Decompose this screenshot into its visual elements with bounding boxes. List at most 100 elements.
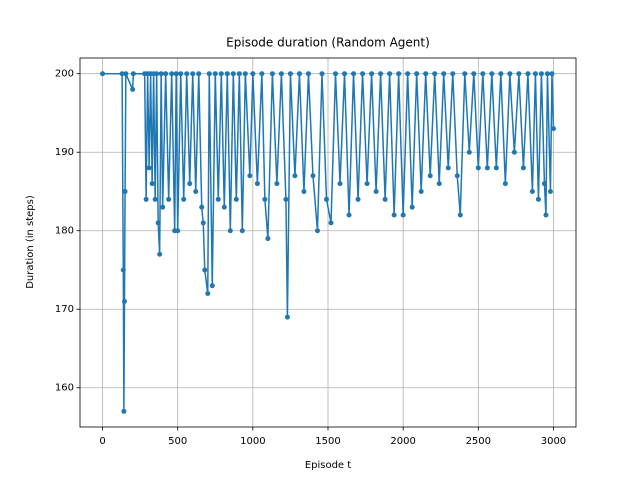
data-point [409,204,415,210]
data-point [283,196,289,202]
data-point [262,196,268,202]
data-point [480,71,486,77]
data-point [396,71,402,77]
data-point [337,181,343,187]
data-point [475,165,481,171]
data-point [212,71,218,77]
y-tick-label: 190 [55,147,74,158]
data-point [230,71,236,77]
data-point [418,188,424,194]
y-axis-label: Duration (in steps) [25,195,36,289]
data-point [544,71,550,77]
data-point [120,267,126,273]
data-point [143,196,149,202]
data-point [333,71,339,77]
data-point [184,71,190,77]
data-point [382,196,388,202]
data-point [149,181,155,187]
data-point [414,71,420,77]
data-point [532,71,538,77]
data-point [215,196,221,202]
data-point [236,71,242,77]
x-tick-label: 2000 [390,436,415,447]
x-tick-label: 0 [99,436,105,447]
data-point [175,228,181,234]
data-point [292,173,298,179]
y-tick-label: 180 [55,226,74,237]
x-tick-label: 3000 [541,436,566,447]
data-point [441,71,447,77]
data-point [202,267,208,273]
data-point [502,181,508,187]
data-point [146,165,152,171]
data-point [387,71,393,77]
data-point [239,228,245,234]
data-point [541,181,547,187]
data-point [511,149,517,155]
data-point [471,71,477,77]
data-point [154,71,160,77]
y-tick-label: 170 [55,304,74,315]
x-tick-label: 500 [168,436,187,447]
data-point [516,71,522,77]
data-point [265,236,271,242]
data-point [351,71,357,77]
data-point [233,196,239,202]
data-point [427,173,433,179]
data-point [187,181,193,187]
data-point [535,196,541,202]
data-point [163,71,169,77]
data-point [489,71,495,77]
data-point [121,408,127,414]
data-point [196,71,202,77]
data-point [121,298,127,304]
data-point [181,196,187,202]
data-point [520,165,526,171]
data-point [369,71,375,77]
data-point [525,71,531,77]
data-point [378,71,384,77]
data-point [462,71,468,77]
data-point [158,71,164,77]
data-point [205,291,211,297]
x-axis-label: Episode t [305,460,351,471]
data-point [364,181,370,187]
y-tick-label: 200 [55,69,74,80]
data-point [152,196,158,202]
data-point [538,71,544,77]
x-tick-label: 1500 [315,436,340,447]
x-tick-label: 2500 [466,436,491,447]
data-point [130,71,136,77]
data-point [169,71,175,77]
data-point [314,228,320,234]
data-point [224,71,230,77]
data-point [355,196,361,202]
data-point [227,228,233,234]
data-point [247,173,253,179]
data-point [436,181,442,187]
data-point [250,71,256,77]
data-point [310,173,316,179]
plot-frame [79,57,577,428]
data-point [130,86,136,92]
data-point [493,165,499,171]
data-point [206,71,212,77]
data-point [209,283,215,289]
data-point [445,165,451,171]
data-point [547,188,553,194]
data-point [323,196,329,202]
data-point [284,314,290,320]
data-point [178,71,184,77]
data-point [218,71,224,77]
data-point [123,71,129,77]
data-point [259,71,265,77]
data-point [242,71,248,77]
data-point [466,149,472,155]
data-point [405,71,411,77]
data-point [373,188,379,194]
data-point [543,212,549,218]
y-tick-label: 160 [55,383,74,394]
data-point [400,212,406,218]
